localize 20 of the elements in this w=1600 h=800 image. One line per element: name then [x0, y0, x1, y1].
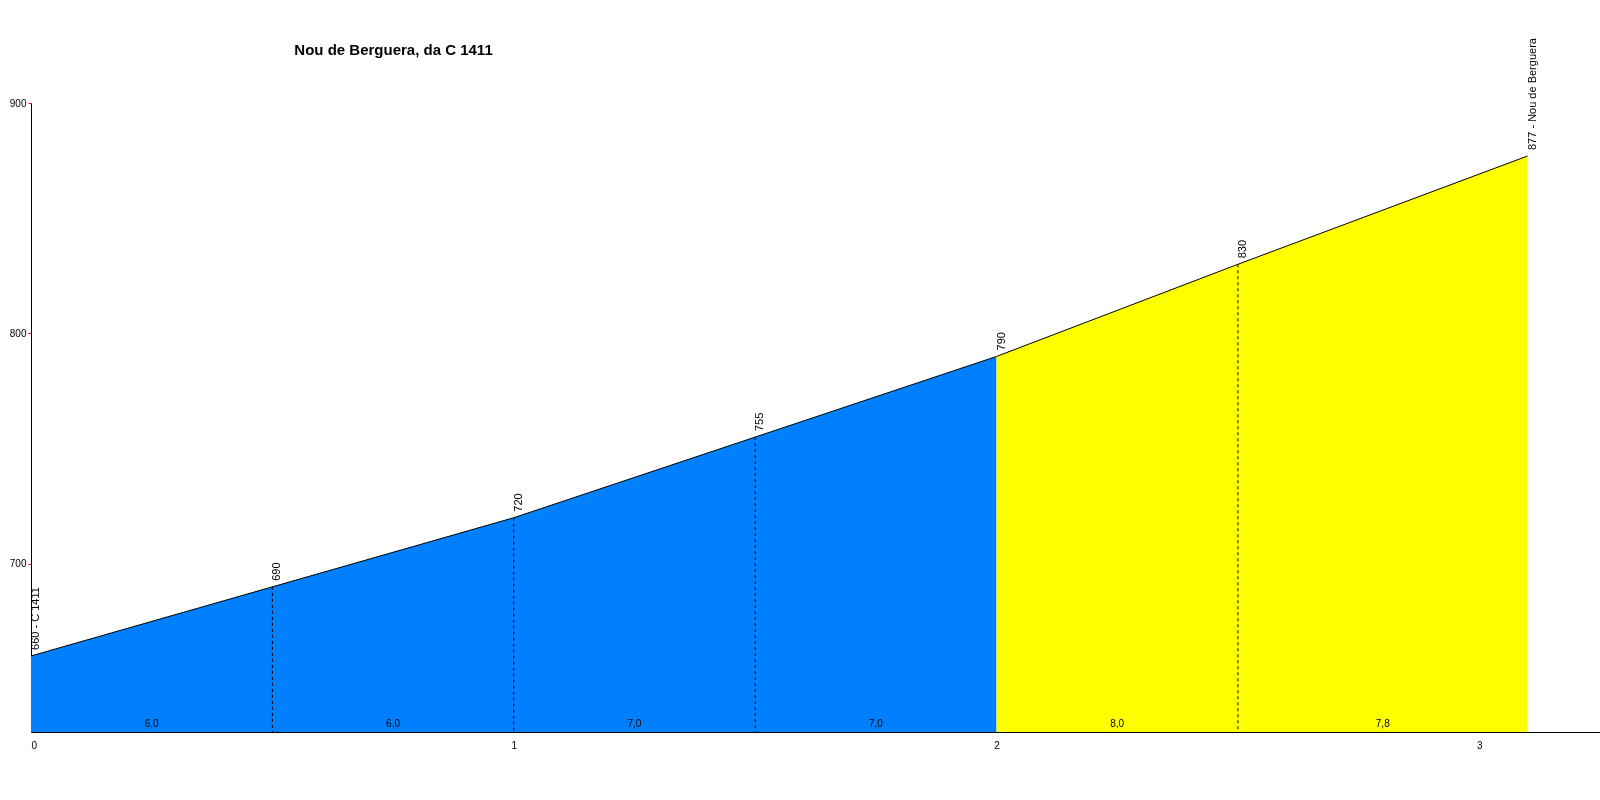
- x-tick-label: 2: [994, 739, 1001, 751]
- annotation: 7,0: [868, 718, 884, 729]
- data-label: 877 - Nou de Berguera: [1525, 37, 1538, 150]
- x-tick-label: 0: [31, 739, 38, 751]
- annotation: 7,0: [627, 718, 642, 729]
- annotation: 6,0: [144, 718, 160, 729]
- y-tick-label: 700: [9, 558, 27, 570]
- data-label: 830: [1235, 239, 1248, 259]
- chart-title: Nou de Berguera, da C 1411: [294, 41, 493, 59]
- data-label: 720: [511, 493, 524, 512]
- annotation: 8,0: [1110, 718, 1125, 729]
- data-label: 690: [270, 562, 283, 581]
- x-tick-label: 3: [1477, 739, 1484, 751]
- y-tick-label: 800: [9, 327, 27, 339]
- x-tick-label: 1: [511, 739, 518, 751]
- annotation: 6,0: [386, 718, 401, 729]
- y-tick-label: 900: [9, 97, 27, 109]
- data-label: 755: [753, 412, 766, 432]
- data-label: 790: [994, 332, 1007, 351]
- annotation: 7,8: [1375, 718, 1391, 729]
